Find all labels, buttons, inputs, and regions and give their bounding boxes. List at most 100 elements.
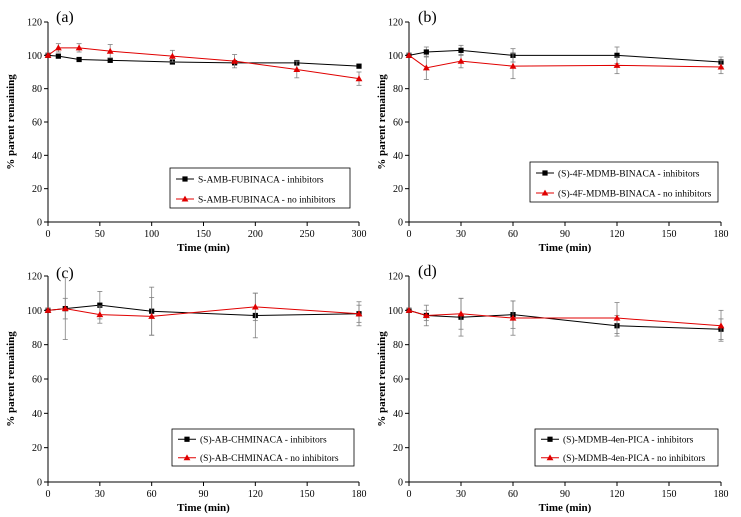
panel-label: (b): [418, 9, 437, 26]
y-tick-label: 100: [27, 306, 42, 317]
x-tick-label: 30: [456, 489, 466, 500]
data-point: [61, 305, 69, 312]
y-tick-label: 80: [393, 84, 403, 95]
data-point: [107, 57, 113, 63]
chart-panel-3: 0 20 40 60 80 100 120 0 30 60 90 120 150 180 Time (min…: [5, 265, 367, 514]
legend-marker: [181, 195, 189, 202]
x-tick-label: 180: [714, 229, 729, 240]
x-tick-label: 0: [407, 489, 412, 500]
y-axis-label: % parent remaining: [5, 74, 17, 170]
legend-box: [529, 161, 719, 203]
y-tick-label: 120: [27, 18, 42, 29]
y-tick-label: 20: [32, 443, 42, 454]
x-axis-label: Time (min): [177, 502, 230, 514]
x-tick-label: 120: [610, 489, 625, 500]
legend-marker: [541, 189, 549, 196]
data-point: [509, 314, 517, 321]
y-tick-label: 0: [398, 218, 403, 229]
chart-panel-4: 0 20 40 60 80 100 120 0 30 60 90 120 150 180 Time (min…: [376, 263, 729, 514]
x-axis-label: Time (min): [177, 242, 230, 254]
data-point: [96, 311, 104, 318]
legend-marker: [184, 436, 190, 442]
x-tick-label: 0: [407, 229, 412, 240]
x-tick-label: 150: [662, 229, 677, 240]
series-line: [47, 47, 360, 80]
legend-marker: [542, 170, 548, 176]
x-tick-label: 90: [560, 489, 570, 500]
y-tick-label: 20: [32, 184, 42, 195]
data-point: [423, 49, 429, 55]
y-tick-label: 60: [393, 375, 403, 386]
y-tick-label: 0: [37, 218, 42, 229]
x-tick-label: 0: [46, 489, 51, 500]
series-line: [47, 54, 360, 67]
y-tick-label: 80: [32, 340, 42, 351]
panel-label: (a): [56, 9, 74, 26]
x-tick-label: 120: [610, 229, 625, 240]
y-tick-label: 40: [393, 151, 403, 162]
y-tick-label: 60: [32, 118, 42, 129]
data-point: [355, 310, 363, 317]
x-axis-label: Time (min): [539, 242, 592, 254]
series-line: [408, 309, 722, 327]
legend-marker: [183, 454, 191, 461]
series-2: [44, 43, 363, 86]
x-tick-label: 300: [352, 229, 367, 240]
legend-marker: [546, 454, 554, 461]
y-tick-label: 20: [393, 184, 403, 195]
series-1: [45, 52, 362, 69]
legend-entry: (S)-4F-MDMB-BINACA - no inhibitors: [558, 188, 712, 199]
series-1: [406, 44, 724, 68]
data-point: [457, 57, 465, 64]
data-point: [613, 314, 621, 321]
x-tick-label: 150: [662, 489, 677, 500]
x-tick-label: 150: [196, 229, 211, 240]
series-line: [408, 54, 722, 69]
legend-entry: (S)-MDMB-4en-PICA - inhibitors: [563, 435, 694, 446]
data-point: [457, 310, 465, 317]
legend-entry: (S)-AB-CHMINACA - no inhibitors: [200, 453, 339, 464]
data-point: [148, 312, 156, 319]
data-point: [717, 63, 725, 70]
y-tick-label: 100: [388, 306, 403, 317]
y-tick-label: 80: [32, 84, 42, 95]
data-point: [293, 66, 301, 73]
data-point: [75, 44, 83, 51]
y-tick-label: 40: [32, 409, 42, 420]
legend-box: [169, 167, 351, 209]
data-point: [54, 44, 62, 51]
y-tick-label: 100: [27, 51, 42, 62]
series-1: [406, 297, 724, 340]
legend-marker: [182, 176, 188, 182]
data-point: [614, 52, 620, 58]
series-1: [45, 277, 362, 340]
x-tick-label: 50: [95, 229, 105, 240]
data-point: [231, 57, 238, 64]
x-tick-label: 60: [147, 489, 157, 500]
legend-entry: (S)-AB-CHMINACA - inhibitors: [200, 435, 327, 446]
data-point: [458, 47, 464, 53]
data-point: [76, 56, 82, 63]
panel-label: (c): [56, 265, 74, 282]
data-point: [251, 303, 259, 310]
series-2: [44, 292, 363, 336]
y-tick-label: 120: [388, 18, 403, 29]
x-tick-label: 180: [714, 489, 729, 500]
data-point: [97, 302, 103, 308]
chart-panel-2: 0 20 40 60 80 100 120 0 30 60 90 120 150 180 Time (min…: [376, 9, 729, 254]
series-2: [405, 51, 725, 80]
y-axis-label: % parent remaining: [376, 74, 388, 170]
y-tick-label: 100: [388, 51, 403, 62]
legend-entry: (S)-MDMB-4en-PICA - no inhibitors: [563, 453, 706, 464]
data-point: [422, 312, 430, 319]
data-point: [509, 62, 517, 69]
x-tick-label: 30: [456, 229, 466, 240]
data-point: [405, 306, 413, 313]
legend-entry: (S)-4F-MDMB-BINACA - inhibitors: [558, 168, 700, 179]
legend: (S)-AB-CHMINACA - inhibitors (S)-AB-CHMIN…: [171, 428, 355, 467]
x-tick-label: 60: [508, 229, 518, 240]
y-tick-label: 120: [27, 272, 42, 283]
data-point: [106, 47, 114, 54]
y-tick-label: 80: [393, 340, 403, 351]
